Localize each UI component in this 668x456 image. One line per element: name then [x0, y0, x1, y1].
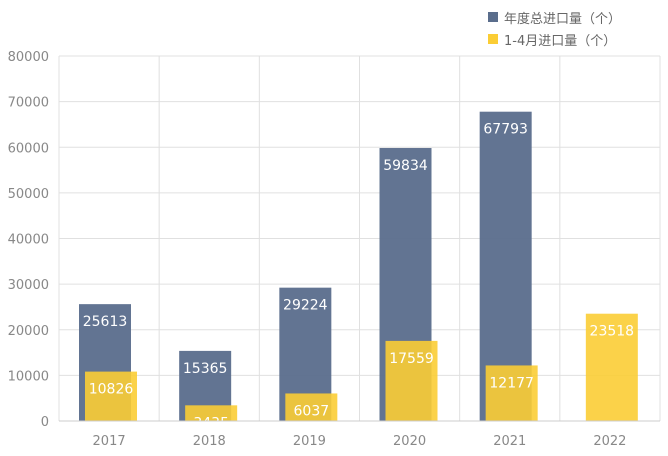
data-label-annual: 67793	[483, 122, 528, 138]
bar-jan-apr[interactable]	[585, 313, 638, 421]
bar-jan-apr[interactable]	[85, 371, 137, 421]
bars-layer	[79, 111, 638, 422]
legend-item-jan-apr[interactable]: 1-4月进口量（个）	[488, 28, 621, 50]
bar-jan-apr[interactable]	[285, 393, 338, 421]
bar-jan-apr[interactable]	[185, 405, 238, 421]
y-tick-label: 20000	[8, 324, 49, 339]
legend-item-annual[interactable]: 年度总进口量（个）	[488, 6, 621, 28]
data-label-jan-apr: 17559	[389, 351, 434, 367]
grid-layer	[58, 55, 661, 422]
data-label-annual: 29224	[283, 298, 328, 314]
legend-swatch-jan-apr	[488, 34, 498, 44]
y-tick-label: 10000	[8, 369, 49, 384]
y-tick-label: 0	[41, 415, 49, 430]
y-tick-label: 40000	[8, 233, 49, 248]
y-tick-label: 50000	[8, 187, 49, 202]
x-tick-label: 2020	[393, 434, 426, 449]
x-tick-label: 2021	[493, 434, 526, 449]
legend-label-annual: 年度总进口量（个）	[504, 11, 622, 27]
y-tick-label: 70000	[8, 96, 49, 111]
data-label-jan-apr: 6037	[294, 403, 330, 419]
data-label-jan-apr: 3435	[193, 415, 229, 431]
data-label-annual: 15365	[183, 361, 228, 377]
x-tick-label: 2022	[593, 434, 626, 449]
x-tick-label: 2019	[293, 434, 326, 449]
y-tick-label: 60000	[8, 141, 49, 156]
x-tick-label: 2018	[193, 434, 226, 449]
data-label-annual: 59834	[383, 158, 428, 174]
data-label-jan-apr: 12177	[489, 375, 534, 391]
x-tick-label: 2017	[93, 434, 126, 449]
chart-legend: 年度总进口量（个） 1-4月进口量（个）	[488, 6, 621, 50]
y-tick-label: 30000	[8, 278, 49, 293]
bar-jan-apr[interactable]	[485, 365, 538, 421]
legend-swatch-annual	[488, 12, 498, 22]
data-label-jan-apr: 23518	[590, 324, 635, 340]
legend-label-jan-apr: 1-4月进口量（个）	[504, 33, 617, 49]
data-labels-layer: 25613 10826 15365 3435 29224 6037 59834 17559 67…	[83, 122, 634, 432]
axis-layer: 0 10000 20000 30000 40000 50000 60000 70000 8000…	[8, 50, 660, 449]
y-tick-label: 80000	[8, 50, 49, 65]
bar-jan-apr[interactable]	[385, 340, 438, 421]
data-label-jan-apr: 10826	[89, 382, 134, 398]
data-label-annual: 25613	[83, 314, 128, 330]
